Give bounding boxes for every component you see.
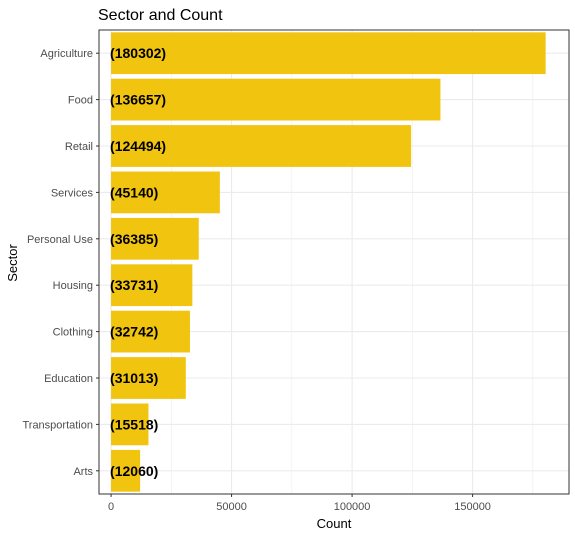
x-tick-label: 0 xyxy=(108,501,114,513)
y-tick-label: Personal Use xyxy=(27,234,93,246)
bar-personal-use xyxy=(111,217,199,260)
chart-title: Sector and Count xyxy=(98,7,223,24)
y-tick-label: Transportation xyxy=(22,419,93,431)
bar-food xyxy=(111,78,441,121)
bars xyxy=(111,32,546,492)
data-label: (180302) xyxy=(110,45,166,61)
y-tick-label: Agriculture xyxy=(40,48,93,60)
x-tick-label: 100000 xyxy=(334,501,371,513)
bar-education xyxy=(111,357,186,399)
data-label: (15518) xyxy=(110,416,158,432)
panel-border xyxy=(98,29,570,495)
data-label: (45140) xyxy=(110,184,158,200)
x-tick-label: 50000 xyxy=(216,501,247,513)
data-label: (136657) xyxy=(110,92,166,108)
y-tick-label: Services xyxy=(51,187,94,199)
y-axis: Agriculture Food Retail Services Personal Us… xyxy=(22,48,99,478)
bar-agriculture xyxy=(111,32,546,75)
bar-housing xyxy=(111,264,193,307)
y-tick-label: Food xyxy=(68,95,93,107)
data-label: (32742) xyxy=(110,324,158,340)
bar-clothing xyxy=(111,310,190,353)
data-label: (12060) xyxy=(110,463,158,479)
bar-services xyxy=(111,171,220,214)
y-axis-title: Sector xyxy=(5,244,20,282)
y-tick-label: Clothing xyxy=(53,327,93,339)
y-tick-label: Education xyxy=(44,373,93,385)
y-tick-label: Arts xyxy=(73,466,93,478)
bar-arts xyxy=(111,449,141,492)
data-label: (33731) xyxy=(110,277,158,293)
data-label: (36385) xyxy=(110,231,158,247)
y-tick-label: Retail xyxy=(65,141,93,153)
bar-retail xyxy=(111,125,412,167)
y-tick-label: Housing xyxy=(53,280,93,292)
data-label: (124494) xyxy=(110,138,166,154)
x-axis: 0 50000 100000 150000 xyxy=(108,494,491,513)
x-axis-title: Count xyxy=(317,516,352,531)
data-labels: (180302) (136657) (124494) (45140) (36385) (3… xyxy=(110,45,166,479)
x-tick-label: 150000 xyxy=(454,501,491,513)
data-label: (31013) xyxy=(110,370,158,386)
bar-transportation xyxy=(111,403,149,446)
